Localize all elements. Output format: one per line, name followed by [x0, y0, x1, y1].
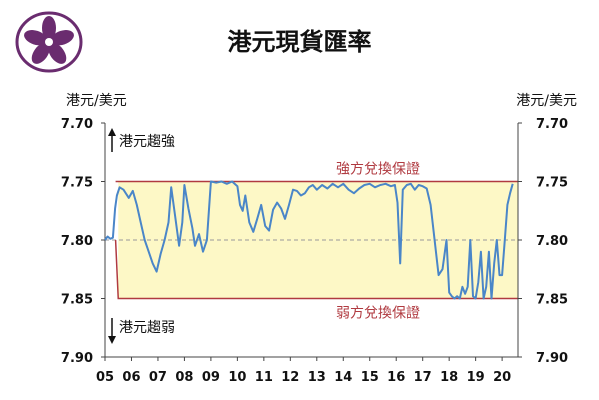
x-tick-label: 13 [308, 370, 326, 385]
chart-title: 港元現貨匯率 [227, 28, 372, 56]
y-tick-label-left: 7.70 [61, 117, 93, 132]
x-tick-label: 18 [440, 370, 458, 385]
x-tick-label: 09 [202, 370, 220, 385]
x-tick-label: 06 [122, 370, 140, 385]
y-tick-label-right: 7.75 [536, 176, 568, 191]
x-tick-label: 20 [493, 370, 511, 385]
y-tick-label-left: 7.90 [61, 351, 93, 366]
hksar-emblem-logo [15, 11, 83, 73]
x-tick-label: 07 [149, 370, 167, 385]
x-tick-label: 12 [281, 370, 299, 385]
weak-side-guarantee-line [114, 239, 518, 300]
hkd-spot-rate-line [104, 180, 514, 300]
y-tick-label-right: 7.70 [536, 117, 568, 132]
x-tick-label: 17 [414, 370, 432, 385]
x-tick-label: 10 [228, 370, 246, 385]
y-tick-label-left: 7.80 [61, 234, 93, 249]
hkd-strengthening-label: 港元趨強 [119, 134, 175, 150]
y-tick-label-right: 7.85 [536, 293, 568, 308]
hkd-weakening-label: 港元趨弱 [119, 320, 175, 336]
x-tick-label: 08 [175, 370, 193, 385]
x-tick-label: 11 [255, 370, 273, 385]
x-tick-label: 16 [387, 370, 405, 385]
strong-side-guarantee-label: 強方兌換保證 [336, 161, 420, 178]
left-axis-unit: 港元/美元 [66, 93, 127, 109]
weak-side-guarantee-label: 弱方兌換保證 [336, 305, 420, 322]
bauhinia-flower-icon [24, 16, 74, 64]
right-axis-unit: 港元/美元 [516, 93, 577, 109]
x-tick-label: 19 [467, 370, 485, 385]
x-tick-label: 14 [334, 370, 352, 385]
y-tick-label-right: 7.90 [536, 351, 568, 366]
up-arrow-icon [108, 128, 116, 136]
y-tick-label-left: 7.75 [61, 176, 93, 191]
y-tick-label-right: 7.80 [536, 234, 568, 249]
x-tick-label: 15 [361, 370, 379, 385]
down-arrow-icon [108, 336, 116, 344]
y-tick-label-left: 7.85 [61, 293, 93, 308]
x-tick-label: 05 [96, 370, 114, 385]
